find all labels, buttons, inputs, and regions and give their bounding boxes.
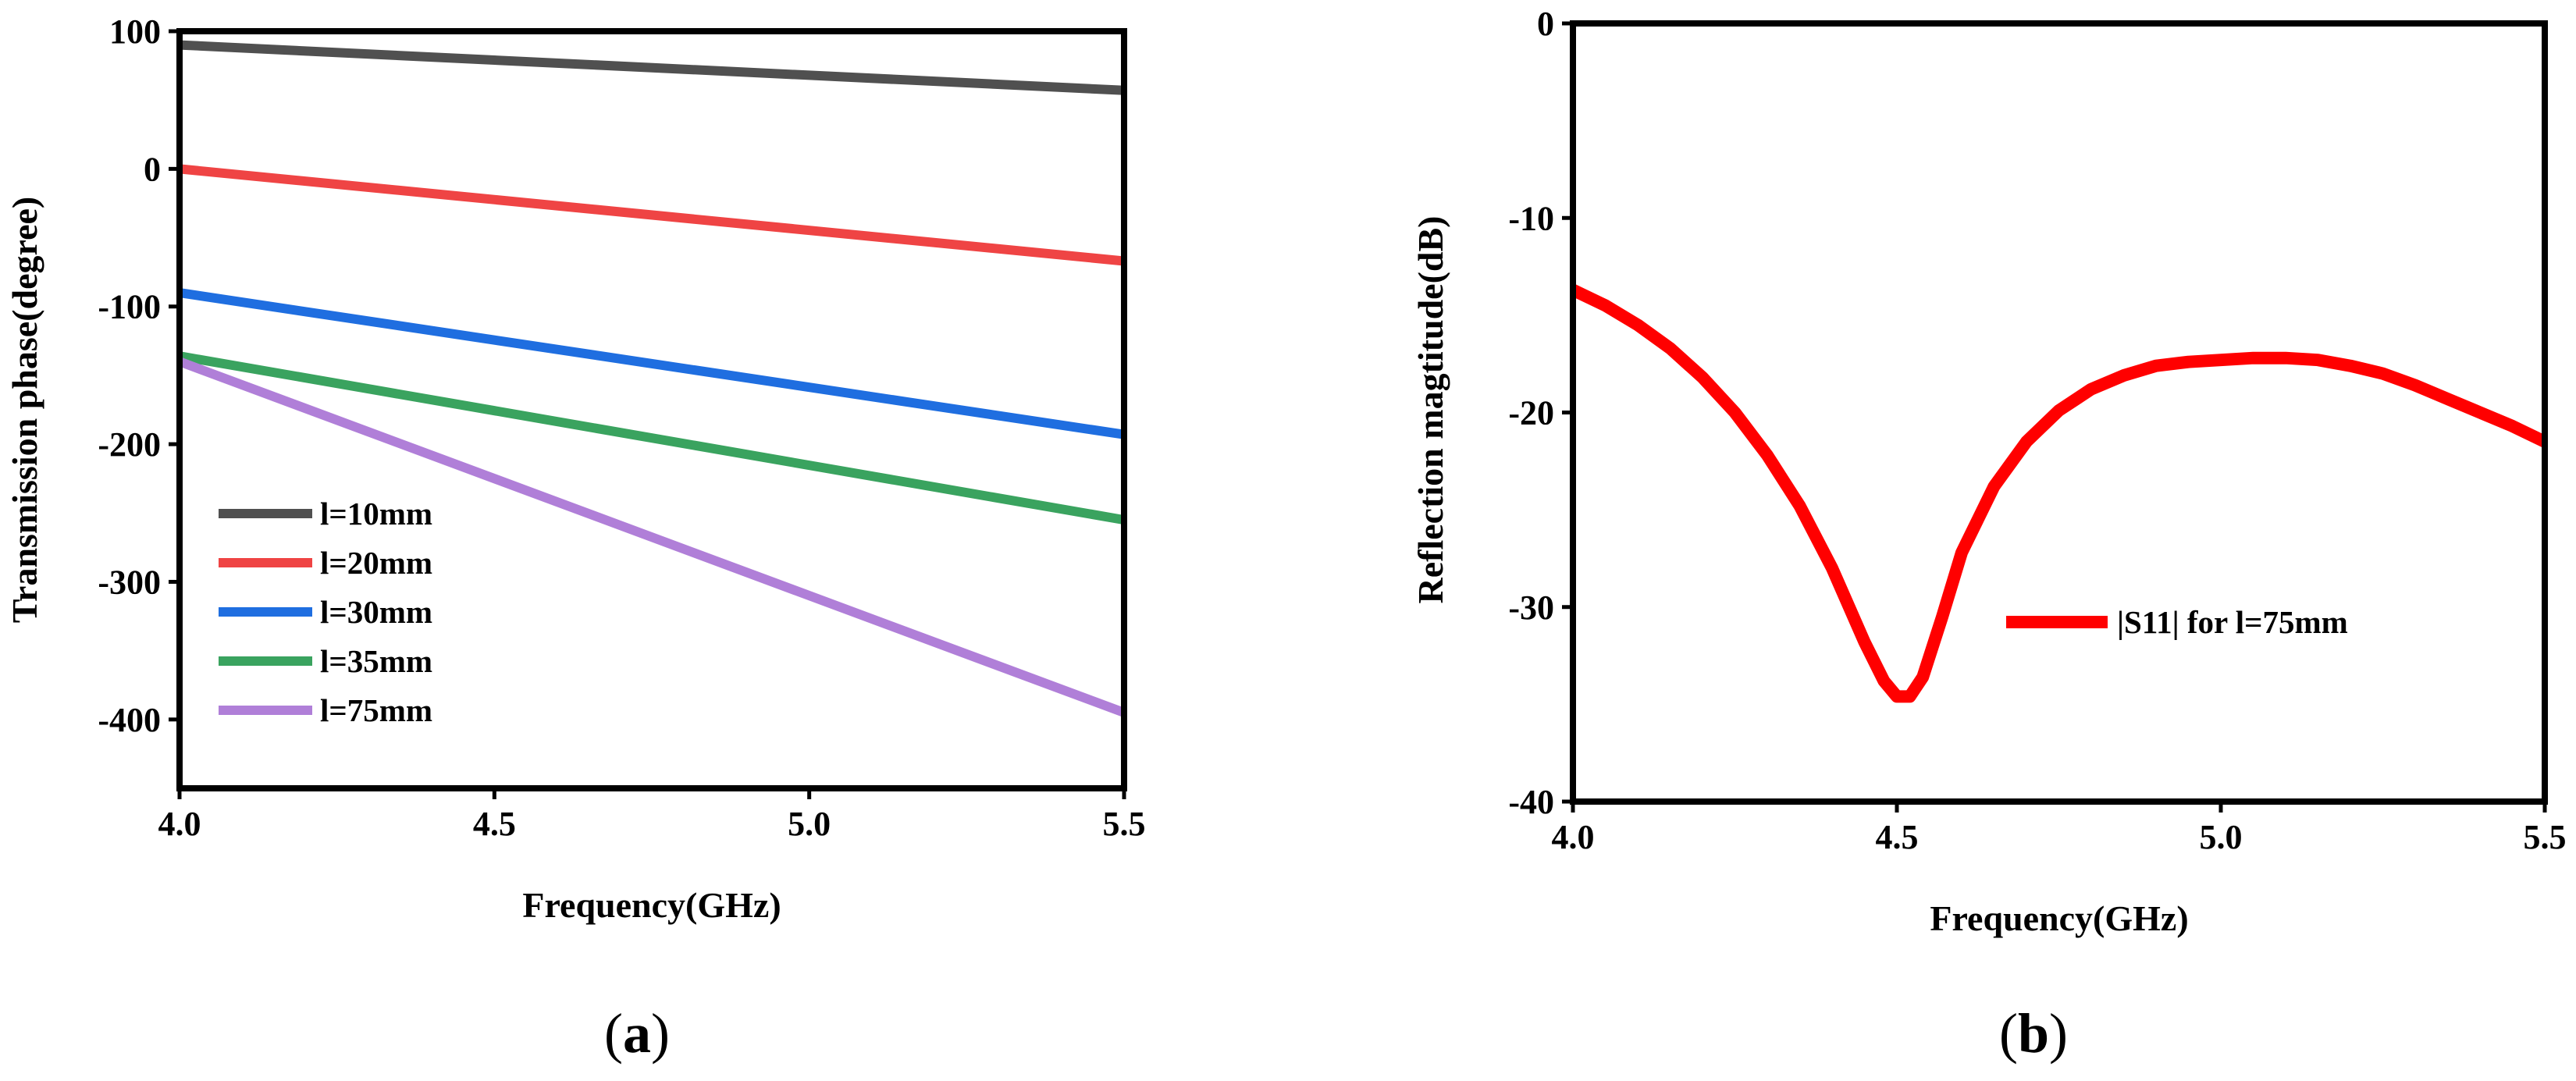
series-line-l-35mm: [178, 351, 1126, 525]
chart-b-panel-label: (b): [1999, 1002, 2068, 1065]
x-tick-label: 4.0: [1552, 818, 1595, 856]
series-line-s11-for-l-75mm: [1570, 284, 2548, 703]
legend-label-s11-for-l-75mm: |S11| for l=75mm: [2117, 604, 2348, 640]
x-tick-label: 4.5: [473, 805, 516, 843]
chart-b-legend: |S11| for l=75mm: [2006, 604, 2348, 640]
legend-label-l-35mm: l=35mm: [320, 643, 432, 679]
y-tick-label: -10: [1508, 199, 1554, 237]
y-tick-label: -30: [1508, 589, 1554, 627]
y-tick-label: -20: [1508, 394, 1554, 432]
legend-label-l-10mm: l=10mm: [320, 496, 432, 532]
legend-label-l-75mm: l=75mm: [320, 692, 432, 728]
y-tick-label: 0: [1537, 5, 1554, 43]
y-tick-label: -100: [98, 288, 161, 326]
legend-label-l-30mm: l=30mm: [320, 594, 432, 630]
chart-b-x-label: Frequency(GHz): [1930, 898, 2188, 938]
chart-b: 4.0 4.5 5.0 5.5 0 -10 -20 -30 -40 Frequency(GHz)…: [1411, 5, 2567, 1065]
legend-label-l-20mm: l=20mm: [320, 545, 432, 581]
chart-b-series-group: [1570, 284, 2548, 703]
x-tick-label: 4.0: [158, 805, 201, 843]
chart-a-panel-label: (a): [604, 1002, 670, 1065]
y-tick-label: -200: [98, 425, 161, 464]
chart-a: 4.0 4.5 5.0 5.5 100 0 -100 -200 -300 -400 Frequen…: [5, 12, 1146, 1065]
series-line-l-20mm: [179, 164, 1125, 266]
x-tick-label: 4.5: [1876, 818, 1919, 856]
chart-a-y-label: Transmission phase(degree): [5, 197, 44, 623]
y-tick-label: 0: [144, 150, 161, 188]
x-tick-label: 5.5: [2524, 818, 2567, 856]
x-tick-label: 5.0: [2200, 818, 2243, 856]
x-tick-label: 5.5: [1103, 805, 1146, 843]
y-tick-label: -300: [98, 563, 161, 601]
series-line-l-75mm: [177, 357, 1126, 717]
x-tick-label: 5.0: [788, 805, 831, 843]
y-tick-label: -400: [98, 701, 161, 739]
chart-b-y-label: Reflection magtitude(dB): [1411, 216, 1450, 604]
y-tick-label: -40: [1508, 783, 1554, 821]
y-tick-label: 100: [109, 12, 161, 51]
chart-a-x-label: Frequency(GHz): [522, 885, 781, 925]
series-line-l-10mm: [179, 40, 1125, 95]
series-line-l-30mm: [179, 288, 1125, 439]
chart-a-legend: l=10mm l=20mm l=30mm l=35mm l=75mm: [219, 496, 432, 728]
chart-a-frame: [176, 28, 1127, 791]
chart-a-series-group: [177, 40, 1126, 717]
